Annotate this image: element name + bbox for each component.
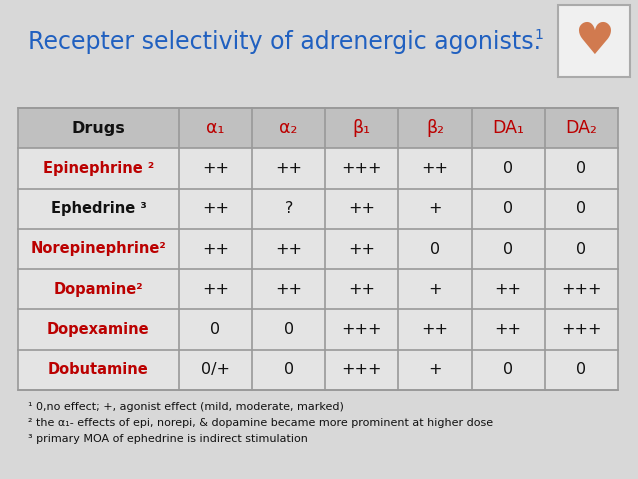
Text: ++: ++ (275, 161, 302, 176)
Text: 0: 0 (283, 362, 293, 377)
Text: ++: ++ (494, 322, 522, 337)
Text: β₂: β₂ (426, 119, 444, 137)
Text: +++: +++ (341, 161, 382, 176)
FancyBboxPatch shape (558, 5, 630, 77)
Text: ² the α₁- effects of epi, norepi, & dopamine became more prominent at higher dos: ² the α₁- effects of epi, norepi, & dopa… (28, 418, 493, 428)
Text: 0: 0 (576, 241, 586, 256)
Text: DA₁: DA₁ (492, 119, 524, 137)
Bar (18, 229, 618, 269)
Bar (18, 189, 618, 229)
Text: +++: +++ (561, 282, 602, 297)
Text: ³ primary MOA of ephedrine is indirect stimulation: ³ primary MOA of ephedrine is indirect s… (28, 434, 308, 444)
Text: +++: +++ (561, 322, 602, 337)
Text: +++: +++ (341, 322, 382, 337)
Text: Norepinephrine²: Norepinephrine² (31, 241, 167, 256)
Text: DA₂: DA₂ (565, 119, 597, 137)
Text: Dopexamine: Dopexamine (47, 322, 150, 337)
Text: ++: ++ (275, 241, 302, 256)
Bar (18, 148, 618, 189)
Text: Dopamine²: Dopamine² (54, 282, 143, 297)
Text: Drugs: Drugs (71, 121, 125, 136)
Text: ♥: ♥ (574, 20, 614, 62)
Text: ++: ++ (494, 282, 522, 297)
Text: 0: 0 (503, 201, 513, 216)
Text: 0: 0 (503, 241, 513, 256)
Bar (18, 350, 618, 390)
Text: 0: 0 (576, 201, 586, 216)
Bar (18, 108, 618, 390)
Text: 0: 0 (576, 362, 586, 377)
Text: 0: 0 (576, 161, 586, 176)
Text: Epinephrine ²: Epinephrine ² (43, 161, 154, 176)
Text: ++: ++ (202, 161, 229, 176)
Text: ++: ++ (422, 322, 449, 337)
Text: Ephedrine ³: Ephedrine ³ (50, 201, 146, 216)
Text: ++: ++ (422, 161, 449, 176)
Text: ++: ++ (348, 201, 375, 216)
Text: ++: ++ (202, 201, 229, 216)
Text: ++: ++ (202, 241, 229, 256)
Text: α₁: α₁ (206, 119, 225, 137)
Text: 0/+: 0/+ (201, 362, 230, 377)
Bar (18, 108, 618, 148)
Text: 0: 0 (503, 161, 513, 176)
Text: 0: 0 (211, 322, 221, 337)
Text: Recepter selectivity of adrenergic agonists.: Recepter selectivity of adrenergic agoni… (28, 30, 541, 54)
Text: 0: 0 (430, 241, 440, 256)
Text: +: + (428, 201, 441, 216)
Text: β₁: β₁ (353, 119, 371, 137)
Text: ¹ 0,no effect; +, agonist effect (mild, moderate, marked): ¹ 0,no effect; +, agonist effect (mild, … (28, 402, 344, 412)
Bar (18, 309, 618, 350)
Text: α₂: α₂ (279, 119, 298, 137)
Text: 1: 1 (534, 28, 543, 42)
Text: ++: ++ (348, 241, 375, 256)
Text: ++: ++ (348, 282, 375, 297)
Text: +++: +++ (341, 362, 382, 377)
Bar (18, 269, 618, 309)
Text: 0: 0 (503, 362, 513, 377)
Text: 0: 0 (283, 322, 293, 337)
Text: Dobutamine: Dobutamine (48, 362, 149, 377)
Text: ++: ++ (275, 282, 302, 297)
Text: +: + (428, 362, 441, 377)
Text: ++: ++ (202, 282, 229, 297)
Text: ?: ? (285, 201, 293, 216)
Text: +: + (428, 282, 441, 297)
